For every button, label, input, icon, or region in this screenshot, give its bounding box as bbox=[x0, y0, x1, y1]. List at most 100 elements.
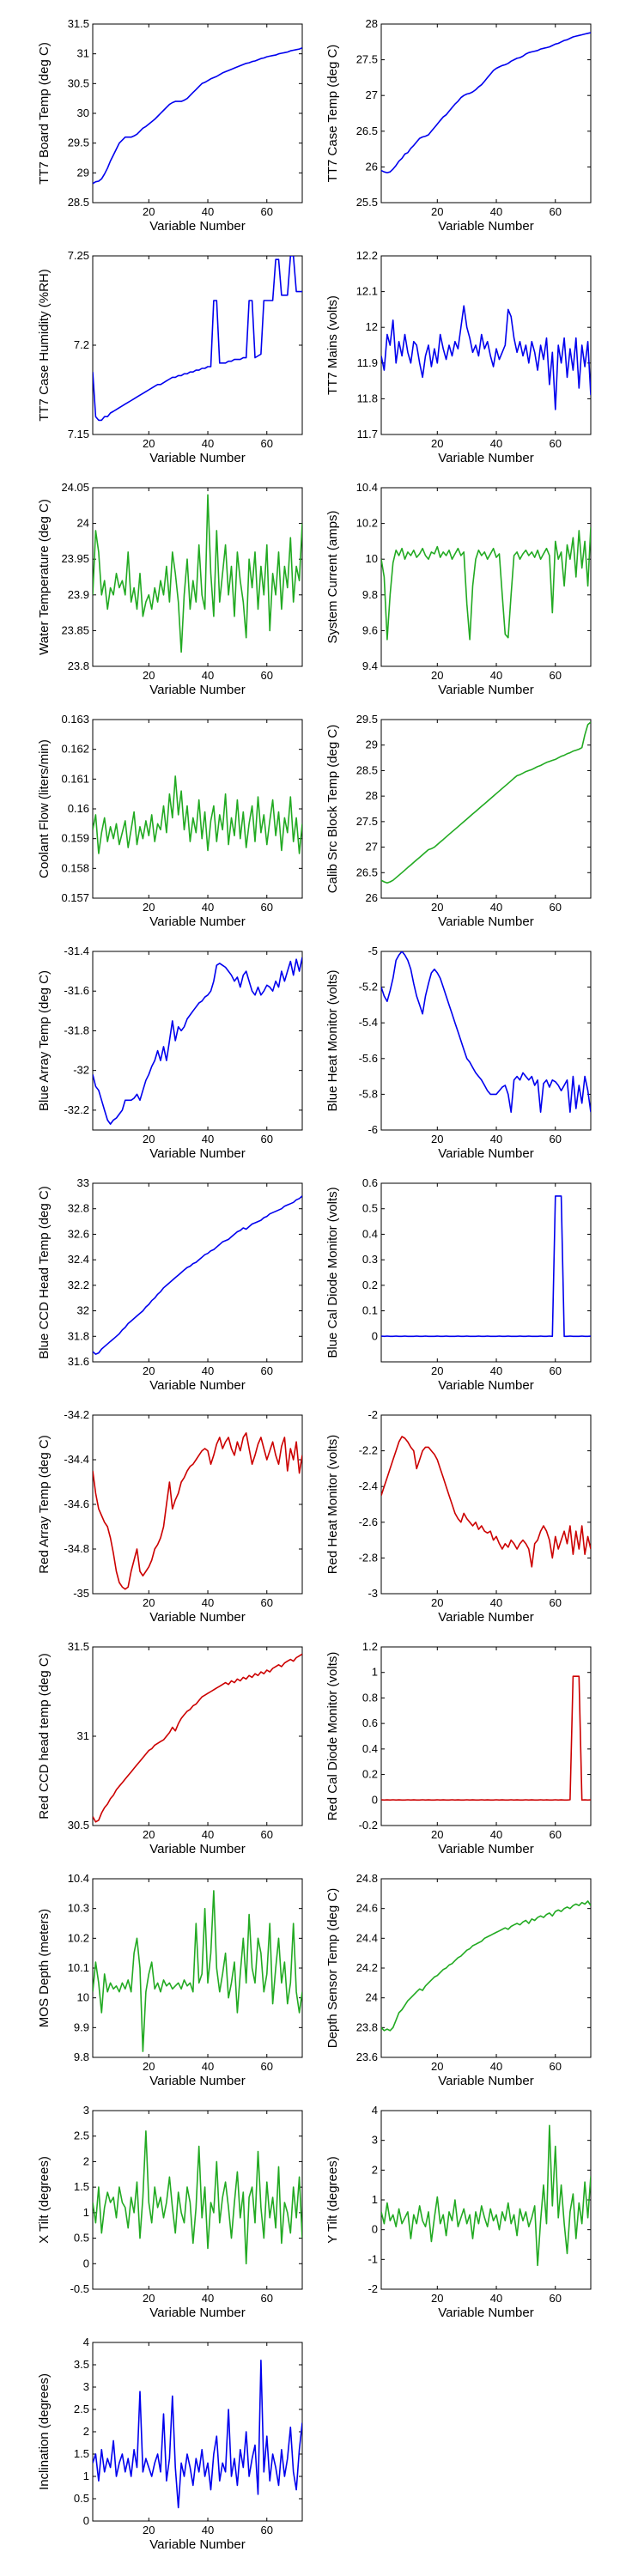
y-tick-label: 26.5 bbox=[356, 125, 378, 137]
y-tick-label: 2 bbox=[83, 2154, 89, 2167]
plot-frame bbox=[380, 23, 592, 204]
x-tick-label: 20 bbox=[143, 2524, 155, 2537]
y-tick-label: 29.5 bbox=[68, 137, 89, 149]
y-tick-label: 23.8 bbox=[356, 2020, 378, 2033]
y-axis-label: Blue Array Temp (deg C) bbox=[37, 970, 52, 1111]
y-tick-label: 4 bbox=[372, 2104, 378, 2117]
x-tick-label: 60 bbox=[550, 1364, 562, 1377]
x-tick-label: 60 bbox=[261, 901, 273, 914]
y-tick-label: 29 bbox=[366, 738, 378, 751]
x-tick-label: 20 bbox=[143, 1364, 155, 1377]
y-axis-label: Inclination (degrees) bbox=[37, 2373, 52, 2490]
y-tick-label: 27 bbox=[366, 88, 378, 101]
y-tick-label: -31.4 bbox=[64, 945, 89, 957]
y-tick-label: 1 bbox=[83, 2470, 89, 2482]
x-tick-label: 40 bbox=[202, 1364, 214, 1377]
y-tick-label: 1.2 bbox=[362, 1640, 378, 1653]
plot-frame bbox=[92, 2110, 303, 2290]
y-tick-label: 28 bbox=[366, 17, 378, 30]
x-tick-label: 60 bbox=[550, 437, 562, 450]
y-tick-label: 23.85 bbox=[61, 623, 89, 636]
series-line bbox=[381, 1195, 591, 1338]
chart-y-tilt-degrees: -2 -1 0 1 2 3 4 20 40 60 Variable Number Y Tilt (de… bbox=[325, 2104, 592, 2320]
x-tick-label: 20 bbox=[143, 669, 155, 682]
y-tick-label: -2.6 bbox=[359, 1516, 378, 1528]
y-axis-label: Depth Sensor Temp (deg C) bbox=[325, 1888, 340, 2048]
y-tick-label: 23.8 bbox=[68, 659, 89, 672]
plot-frame bbox=[92, 23, 303, 204]
y-tick-label: 23.6 bbox=[356, 2050, 378, 2063]
y-tick-label: 29.5 bbox=[356, 713, 378, 726]
y-tick-label: 7.25 bbox=[68, 249, 89, 262]
x-tick-label: 40 bbox=[490, 1133, 502, 1145]
y-tick-label: 11.7 bbox=[357, 428, 378, 440]
y-tick-label: -31.8 bbox=[64, 1024, 89, 1036]
x-axis-label: Variable Number bbox=[438, 1378, 533, 1393]
plot-frame bbox=[380, 951, 592, 1131]
x-axis-label: Variable Number bbox=[438, 683, 533, 697]
y-tick-label: 31 bbox=[77, 47, 89, 60]
y-tick-label: 30 bbox=[77, 106, 89, 119]
y-tick-label: 1 bbox=[372, 2193, 378, 2206]
x-tick-label: 60 bbox=[261, 437, 273, 450]
chart-red-heat-monitor-volts: -3 -2.8 -2.6 -2.4 -2.2 -2 20 40 60 Variable Numbe… bbox=[325, 1408, 592, 1625]
x-tick-label: 40 bbox=[202, 669, 214, 682]
y-tick-label: 0 bbox=[372, 1793, 378, 1806]
y-tick-label: 0.159 bbox=[61, 832, 89, 845]
y-axis-label: Blue Cal Diode Monitor (volts) bbox=[325, 1187, 340, 1358]
y-tick-label: 24 bbox=[366, 1991, 378, 2004]
y-tick-label: 3 bbox=[83, 2104, 89, 2117]
x-tick-label: 20 bbox=[431, 2060, 443, 2073]
x-axis-label: Variable Number bbox=[149, 219, 245, 234]
y-tick-label: 29 bbox=[77, 166, 89, 179]
y-tick-label: 30.5 bbox=[68, 76, 89, 89]
y-tick-label: 0 bbox=[83, 2257, 89, 2269]
y-tick-label: 0.2 bbox=[362, 1768, 378, 1781]
y-tick-label: 9.9 bbox=[74, 2020, 89, 2033]
series-line bbox=[381, 1436, 591, 1568]
x-tick-label: 20 bbox=[431, 901, 443, 914]
y-tick-label: 4 bbox=[83, 2336, 89, 2348]
x-tick-label: 20 bbox=[143, 1828, 155, 1841]
y-axis-label: TT7 Mains (volts) bbox=[325, 295, 340, 395]
y-tick-label: 2.5 bbox=[74, 2129, 89, 2142]
series-line bbox=[381, 1675, 591, 1801]
y-tick-label: -5 bbox=[368, 945, 378, 957]
y-tick-label: 12.2 bbox=[356, 249, 378, 262]
y-tick-label: 31.6 bbox=[68, 1355, 89, 1368]
chart-tt7-board-temp-deg-c: 28.5 29 29.5 30 30.5 31 31.5 20 40 60 Variable Num… bbox=[37, 17, 303, 234]
chart-blue-heat-monitor-volts: -6 -5.8 -5.6 -5.4 -5.2 -5 20 40 60 Variable Numbe… bbox=[325, 945, 592, 1161]
x-axis-label: Variable Number bbox=[438, 2306, 533, 2320]
chart-depth-sensor-temp-deg-c: 23.6 23.8 24 24.2 24.4 24.6 24.8 20 40 60 Variable… bbox=[325, 1872, 592, 2088]
series-line bbox=[93, 957, 302, 1125]
y-tick-label: -5.8 bbox=[359, 1087, 378, 1100]
y-tick-label: 7.15 bbox=[68, 428, 89, 440]
x-tick-label: 40 bbox=[202, 2524, 214, 2537]
plot-frame bbox=[92, 1646, 303, 1826]
y-tick-label: 3 bbox=[83, 2380, 89, 2393]
y-tick-label: 10.4 bbox=[356, 481, 378, 494]
series-line bbox=[93, 256, 302, 422]
y-axis-label: Blue CCD Head Temp (deg C) bbox=[37, 1186, 52, 1358]
chart-blue-ccd-head-temp-deg-c: 31.6 31.8 32 32.2 32.4 32.6 32.8 33 20 40 60 Variab… bbox=[37, 1176, 303, 1393]
x-tick-label: 40 bbox=[202, 1133, 214, 1145]
series-line bbox=[381, 305, 591, 410]
x-tick-label: 20 bbox=[143, 2060, 155, 2073]
y-tick-label: 27 bbox=[366, 841, 378, 854]
chart-red-cal-diode-monitor-volts: -0.2 0 0.2 0.4 0.6 0.8 1 1.2 20 40 60 Variable Numb… bbox=[325, 1640, 592, 1856]
x-tick-label: 40 bbox=[490, 2292, 502, 2305]
y-tick-label: 31 bbox=[77, 1729, 89, 1742]
y-tick-label: 23.95 bbox=[61, 552, 89, 565]
y-tick-label: 25.5 bbox=[356, 196, 378, 209]
y-tick-label: 30.5 bbox=[68, 1819, 89, 1832]
x-tick-label: 40 bbox=[490, 437, 502, 450]
series-line bbox=[93, 1432, 302, 1590]
y-tick-label: 9.8 bbox=[74, 2050, 89, 2063]
x-axis-label: Variable Number bbox=[438, 219, 533, 234]
series-line bbox=[93, 2130, 302, 2265]
x-tick-label: 40 bbox=[202, 2292, 214, 2305]
plot-frame bbox=[380, 1878, 592, 2058]
y-tick-label: -2.4 bbox=[359, 1479, 378, 1492]
x-tick-label: 20 bbox=[431, 1364, 443, 1377]
y-tick-label: -0.2 bbox=[359, 1819, 378, 1832]
